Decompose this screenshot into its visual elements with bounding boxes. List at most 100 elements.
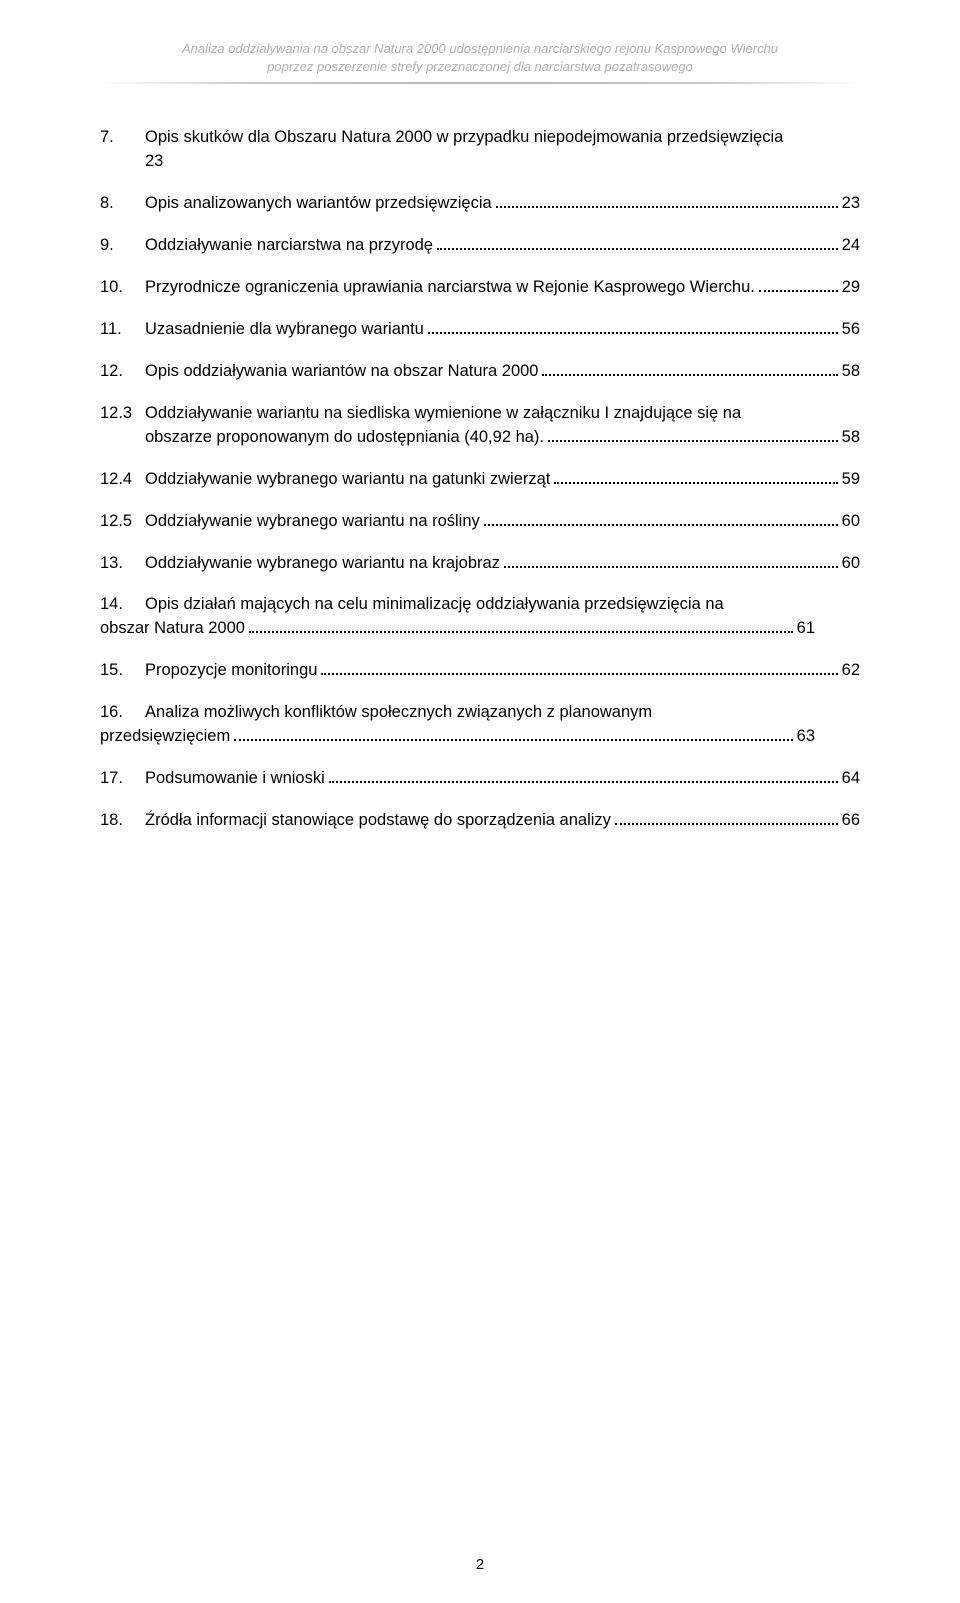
toc-text: Uzasadnienie dla wybranego wariantu [145, 318, 424, 342]
toc-body: Opis działań mających na celu minimaliza… [145, 593, 860, 641]
toc-text: Oddziaływanie narciarstwa na przyrodę [145, 234, 433, 258]
toc-last-line: 23 [145, 150, 860, 174]
toc-number: 12.5 [100, 510, 145, 534]
toc-text: przedsięwzięciem [100, 725, 230, 749]
toc-text: Opis analizowanych wariantów przedsięwzi… [145, 192, 492, 216]
toc-number: 8. [100, 192, 145, 216]
toc-last-line: Przyrodnicze ograniczenia uprawiania nar… [145, 276, 860, 300]
toc-entry: 18.Źródła informacji stanowiące podstawę… [100, 809, 860, 833]
toc-text: Analiza możliwych konfliktów społecznych… [145, 701, 860, 725]
toc-last-line: Opis oddziaływania wariantów na obszar N… [145, 360, 860, 384]
toc-body: Oddziaływanie narciarstwa na przyrodę 24 [145, 234, 860, 258]
toc-last-line: Oddziaływanie narciarstwa na przyrodę 24 [145, 234, 860, 258]
dot-leader [329, 781, 838, 783]
toc-number: 12.3 [100, 402, 145, 426]
toc-text: Oddziaływanie wybranego wariantu na gatu… [145, 468, 550, 492]
toc-body: Opis skutków dla Obszaru Natura 2000 w p… [145, 126, 860, 174]
toc-page: 24 [842, 234, 860, 258]
toc-page: 58 [842, 426, 860, 450]
toc-entry: 7.Opis skutków dla Obszaru Natura 2000 w… [100, 126, 860, 174]
dot-leader [321, 673, 837, 675]
toc-text: Oddziaływanie wybranego wariantu na kraj… [145, 552, 500, 576]
toc-last-line: Podsumowanie i wnioski 64 [145, 767, 860, 791]
toc-text: 23 [145, 150, 163, 174]
toc-body: Przyrodnicze ograniczenia uprawiania nar… [145, 276, 860, 300]
toc-text: Źródła informacji stanowiące podstawę do… [145, 809, 611, 833]
header-line-1: Analiza oddziaływania na obszar Natura 2… [182, 41, 778, 56]
toc-last-line: obszarze proponowanym do udostępniania (… [145, 426, 860, 450]
toc-number: 18. [100, 809, 145, 833]
toc-entry: 14.Opis działań mających na celu minimal… [100, 593, 860, 641]
toc-text: Przyrodnicze ograniczenia uprawiania nar… [145, 276, 755, 300]
toc-number: 7. [100, 126, 145, 150]
toc-body: Oddziaływanie wybranego wariantu na rośl… [145, 510, 860, 534]
dot-leader [428, 332, 838, 334]
toc-page: 62 [842, 659, 860, 683]
toc-last-line: Uzasadnienie dla wybranego wariantu 56 [145, 318, 860, 342]
toc-body: Opis oddziaływania wariantów na obszar N… [145, 360, 860, 384]
toc-last-line: Źródła informacji stanowiące podstawę do… [145, 809, 860, 833]
toc-entry: 12.5Oddziaływanie wybranego wariantu na … [100, 510, 860, 534]
toc-page: 60 [842, 552, 860, 576]
toc-page: 23 [842, 192, 860, 216]
toc-text: Propozycje monitoringu [145, 659, 317, 683]
toc-number: 16. [100, 701, 145, 725]
toc-body: Źródła informacji stanowiące podstawę do… [145, 809, 860, 833]
toc-body: Oddziaływanie wybranego wariantu na gatu… [145, 468, 860, 492]
dot-leader [554, 482, 837, 484]
toc-entry: 11.Uzasadnienie dla wybranego wariantu 5… [100, 318, 860, 342]
toc-page: 66 [842, 809, 860, 833]
toc-entry: 10.Przyrodnicze ograniczenia uprawiania … [100, 276, 860, 300]
table-of-contents: 7.Opis skutków dla Obszaru Natura 2000 w… [100, 126, 860, 833]
toc-page: 59 [842, 468, 860, 492]
dot-leader [484, 524, 838, 526]
toc-page: 63 [797, 725, 815, 749]
toc-entry: 17.Podsumowanie i wnioski 64 [100, 767, 860, 791]
toc-page: 61 [797, 617, 815, 641]
toc-text: Opis działań mających na celu minimaliza… [145, 593, 860, 617]
toc-number: 12.4 [100, 468, 145, 492]
toc-body: Propozycje monitoringu 62 [145, 659, 860, 683]
page-header: Analiza oddziaływania na obszar Natura 2… [100, 40, 860, 76]
page-number: 2 [0, 1556, 960, 1573]
dot-leader [437, 248, 838, 250]
toc-entry: 12.3Oddziaływanie wariantu na siedliska … [100, 402, 860, 450]
toc-body: Oddziaływanie wybranego wariantu na kraj… [145, 552, 860, 576]
dot-leader [759, 290, 838, 292]
toc-text: obszar Natura 2000 [100, 617, 245, 641]
toc-entry: 16.Analiza możliwych konfliktów społeczn… [100, 701, 860, 749]
toc-body: Podsumowanie i wnioski 64 [145, 767, 860, 791]
toc-number: 11. [100, 318, 145, 342]
dot-leader [615, 823, 838, 825]
toc-page: 29 [842, 276, 860, 300]
dot-leader [234, 739, 792, 741]
toc-last-line: Oddziaływanie wybranego wariantu na kraj… [145, 552, 860, 576]
toc-number: 13. [100, 552, 145, 576]
header-divider [100, 82, 860, 84]
document-page: Analiza oddziaływania na obszar Natura 2… [0, 0, 960, 1603]
toc-number: 14. [100, 593, 145, 617]
toc-body: Uzasadnienie dla wybranego wariantu 56 [145, 318, 860, 342]
toc-page: 58 [842, 360, 860, 384]
toc-text: obszarze proponowanym do udostępniania (… [145, 426, 544, 450]
toc-number: 17. [100, 767, 145, 791]
dot-leader [249, 631, 793, 633]
toc-body: Opis analizowanych wariantów przedsięwzi… [145, 192, 860, 216]
toc-last-line: Opis analizowanych wariantów przedsięwzi… [145, 192, 860, 216]
toc-text: Oddziaływanie wybranego wariantu na rośl… [145, 510, 480, 534]
toc-last-line: Propozycje monitoringu 62 [145, 659, 860, 683]
toc-last-line: przedsięwzięciem 63 [100, 725, 815, 749]
toc-last-line: Oddziaływanie wybranego wariantu na gatu… [145, 468, 860, 492]
toc-last-line: Oddziaływanie wybranego wariantu na rośl… [145, 510, 860, 534]
toc-body: Oddziaływanie wariantu na siedliska wymi… [145, 402, 860, 450]
toc-entry: 8.Opis analizowanych wariantów przedsięw… [100, 192, 860, 216]
toc-text: Oddziaływanie wariantu na siedliska wymi… [145, 402, 860, 426]
toc-number: 9. [100, 234, 145, 258]
toc-text: Opis skutków dla Obszaru Natura 2000 w p… [145, 126, 860, 150]
toc-body: Analiza możliwych konfliktów społecznych… [145, 701, 860, 749]
toc-page: 64 [842, 767, 860, 791]
toc-number: 12. [100, 360, 145, 384]
toc-text: Opis oddziaływania wariantów na obszar N… [145, 360, 538, 384]
header-line-2: poprzez poszerzenie strefy przeznaczonej… [267, 59, 693, 74]
toc-entry: 15.Propozycje monitoringu 62 [100, 659, 860, 683]
